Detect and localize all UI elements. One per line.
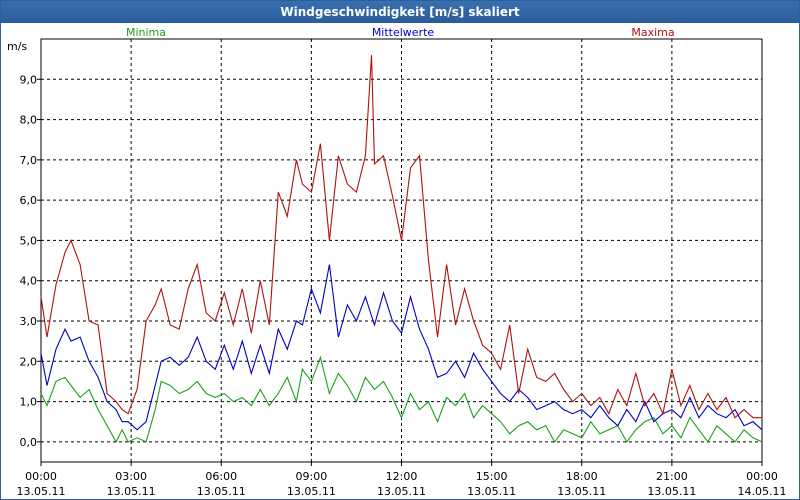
x-tick-label-time: 15:00	[476, 470, 508, 483]
y-tick-label: 5,0	[20, 234, 38, 247]
x-tick-label-time: 03:00	[115, 470, 147, 483]
y-tick-label: 6,0	[20, 194, 38, 207]
x-tick-label-time: 18:00	[566, 470, 598, 483]
legend-minima: Minima	[126, 26, 166, 39]
x-tick-label-date: 13.05.11	[467, 485, 516, 498]
x-tick-label-date: 13.05.11	[107, 485, 156, 498]
x-tick-label-time: 00:00	[25, 470, 57, 483]
x-tick-label-date: 14.05.11	[738, 485, 787, 498]
x-tick-label-time: 21:00	[656, 470, 688, 483]
x-tick-label-time: 00:00	[746, 470, 778, 483]
x-tick-label-time: 06:00	[205, 470, 237, 483]
series-line-mittelwerte	[40, 264, 763, 431]
x-tick-label-date: 13.05.11	[557, 485, 606, 498]
y-tick-label: 8,0	[20, 114, 38, 127]
legend-mittelwerte: Mittelwerte	[372, 26, 435, 39]
y-tick-label: 3,0	[20, 315, 38, 328]
plot-frame	[40, 38, 763, 463]
y-tick-label: 7,0	[20, 154, 38, 167]
chart-title: Windgeschwindigkeit [m/s] skaliert	[1, 1, 799, 23]
x-tick-label-date: 13.05.11	[17, 485, 66, 498]
x-tick-label-time: 12:00	[386, 470, 418, 483]
y-tick-label: 4,0	[20, 275, 38, 288]
x-tick-label-date: 13.05.11	[647, 485, 696, 498]
y-tick-label: 0,0	[20, 436, 38, 449]
x-tick-label-time: 09:00	[296, 470, 328, 483]
series-line-minima	[40, 355, 763, 444]
series-line-maxima	[40, 55, 762, 419]
y-tick-label: 9,0	[20, 73, 38, 86]
x-tick-label-date: 13.05.11	[197, 485, 246, 498]
y-tick-label: 2,0	[20, 355, 38, 368]
x-tick-label-date: 13.05.11	[287, 485, 336, 498]
x-tick-label-date: 13.05.11	[377, 485, 426, 498]
y-axis-label: m/s	[7, 40, 27, 53]
y-tick-label: 1,0	[20, 396, 38, 409]
legend-maxima: Maxima	[631, 26, 674, 39]
